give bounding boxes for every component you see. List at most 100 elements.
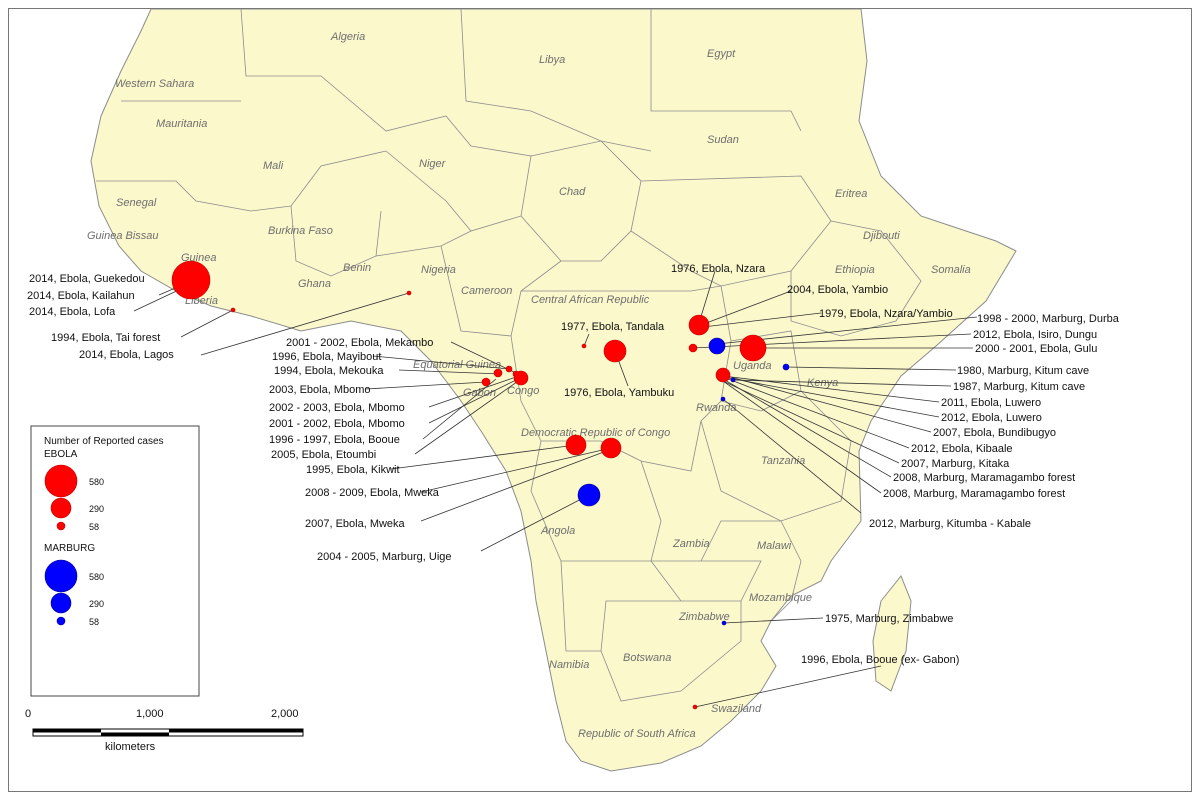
outbreak-label: 2008 - 2009, Ebola, Mweka xyxy=(305,487,440,499)
legend-marburg-medium-symbol xyxy=(50,592,72,614)
border-line xyxy=(560,560,742,702)
legend-marburg-medium-label: 290 xyxy=(89,599,104,609)
marburg-marker[interactable] xyxy=(577,483,601,507)
ebola-marker[interactable] xyxy=(513,370,529,386)
leader-line xyxy=(694,665,882,708)
ebola-marker[interactable] xyxy=(565,434,587,456)
country-label: Eritrea xyxy=(835,188,867,200)
outbreak-label: 2007, Ebola, Bundibugyo xyxy=(933,427,1056,439)
ebola-marker[interactable] xyxy=(688,343,698,353)
outbreak-label: 1979, Ebola, Nzara/Yambio xyxy=(819,308,953,320)
border-line xyxy=(530,440,662,562)
outbreak-label: 2002 - 2003, Ebola, Mbomo xyxy=(269,402,405,414)
outbreak-label: 1996 - 1997, Ebola, Booue xyxy=(269,434,400,446)
country-label: Libya xyxy=(539,54,565,66)
ebola-marker[interactable] xyxy=(692,704,698,710)
country-label: Mali xyxy=(263,160,284,172)
outbreak-label: 1987, Marburg, Kitum cave xyxy=(953,381,1085,393)
outbreak-label: 2007, Marburg, Kitaka xyxy=(901,458,1010,470)
ebola-marker[interactable] xyxy=(230,307,236,313)
country-label: Mozambique xyxy=(749,592,812,604)
leader-line xyxy=(702,312,822,328)
outbreak-label: 1980, Marburg, Kitum cave xyxy=(957,365,1089,377)
outbreak-label: 2014, Ebola, Lagos xyxy=(79,349,174,361)
country-label: Botswana xyxy=(623,652,671,664)
country-label: Western Sahara xyxy=(115,78,194,90)
ebola-marker[interactable] xyxy=(600,437,622,459)
outbreak-label: 2012, Ebola, Isiro, Dungu xyxy=(973,329,1097,341)
outbreak-label: 2004 - 2005, Marburg, Uige xyxy=(317,551,452,563)
border-line xyxy=(650,9,802,132)
leader-line xyxy=(414,378,522,455)
outbreak-label: 2001 - 2002, Ebola, Mekambo xyxy=(286,337,433,349)
leader-line xyxy=(732,379,952,387)
scale-tick-label: 0 xyxy=(25,708,31,720)
outbreak-label: 1996, Ebola, Booue (ex- Gabon) xyxy=(801,654,959,666)
ebola-marker[interactable] xyxy=(171,260,211,300)
ebola-marker[interactable] xyxy=(739,334,767,362)
outbreak-label: 2005, Ebola, Etoumbi xyxy=(271,449,376,461)
ebola-marker[interactable] xyxy=(493,368,503,378)
leader-line xyxy=(180,309,234,338)
country-label: Rwanda xyxy=(696,402,736,414)
country-label: Malawi xyxy=(757,540,792,552)
country-label: Nigeria xyxy=(421,264,456,276)
ebola-marker[interactable] xyxy=(715,367,731,383)
country-label: Cameroon xyxy=(461,285,512,297)
outbreak-label: 1996, Ebola, Mayibout xyxy=(272,351,381,363)
country-label: Burkina Faso xyxy=(268,225,333,237)
outbreak-label: 2014, Ebola, Kailahun xyxy=(27,290,135,302)
leader-line xyxy=(692,333,972,349)
outbreak-label: 2012, Marburg, Kitumba - Kabale xyxy=(869,518,1031,530)
country-label: Chad xyxy=(559,186,586,198)
scale-bar-segment xyxy=(169,729,303,733)
leader-line xyxy=(428,378,519,424)
leader-line xyxy=(390,444,577,470)
border-line xyxy=(521,285,722,292)
marburg-marker[interactable] xyxy=(720,396,726,402)
marburg-marker[interactable] xyxy=(708,337,726,355)
ebola-marker[interactable] xyxy=(505,365,513,373)
country-label: Egypt xyxy=(707,48,736,60)
outbreak-label: 1976, Ebola, Nzara xyxy=(671,263,766,275)
country-label: Angola xyxy=(540,525,575,537)
legend-ebola-large-label: 580 xyxy=(89,477,104,487)
outbreak-label: 2014, Ebola, Guekedou xyxy=(29,273,145,285)
marburg-marker[interactable] xyxy=(730,377,736,383)
scale-unit-label: kilometers xyxy=(105,741,156,753)
marburg-marker[interactable] xyxy=(721,620,727,626)
legend-marburg-small-label: 58 xyxy=(89,617,99,627)
leader-line xyxy=(420,447,612,493)
leader-line xyxy=(450,341,517,374)
outbreak-label: 1994, Ebola, Mekouka xyxy=(274,365,384,377)
legend-ebola-medium-symbol xyxy=(50,497,72,519)
leader-line xyxy=(722,376,910,449)
marburg-marker[interactable] xyxy=(782,363,790,371)
leader-line xyxy=(722,380,882,494)
leader-line xyxy=(422,378,497,440)
madagascar-landmass xyxy=(872,575,912,692)
border-line xyxy=(700,390,852,522)
outbreak-label: 2012, Ebola, Kibaale xyxy=(911,443,1013,455)
country-label: Benin xyxy=(343,262,371,274)
ebola-marker[interactable] xyxy=(603,339,627,363)
outbreak-label: 2008, Marburg, Maramagambo forest xyxy=(883,488,1065,500)
country-label: Mauritania xyxy=(156,118,207,130)
country-label: Somalia xyxy=(931,264,971,276)
country-label: Kenya xyxy=(807,377,838,389)
scale-bar: 0 1,000 2,000 kilometers xyxy=(25,708,304,753)
leader-line xyxy=(722,374,932,433)
scale-tick-label: 1,000 xyxy=(136,708,164,720)
borders-layer xyxy=(96,9,922,702)
ebola-marker[interactable] xyxy=(481,377,491,387)
ebola-marker[interactable] xyxy=(406,290,412,296)
legend-marburg-large-symbol xyxy=(44,559,78,593)
ebola-marker[interactable] xyxy=(688,314,710,336)
leader-line xyxy=(428,376,517,408)
leader-line xyxy=(700,290,792,326)
legend-ebola-medium-label: 290 xyxy=(89,504,104,514)
leader-line xyxy=(372,355,510,370)
outbreak-label: 1994, Ebola, Tai forest xyxy=(51,332,160,344)
leader-line xyxy=(200,292,410,356)
ebola-marker[interactable] xyxy=(581,343,587,349)
